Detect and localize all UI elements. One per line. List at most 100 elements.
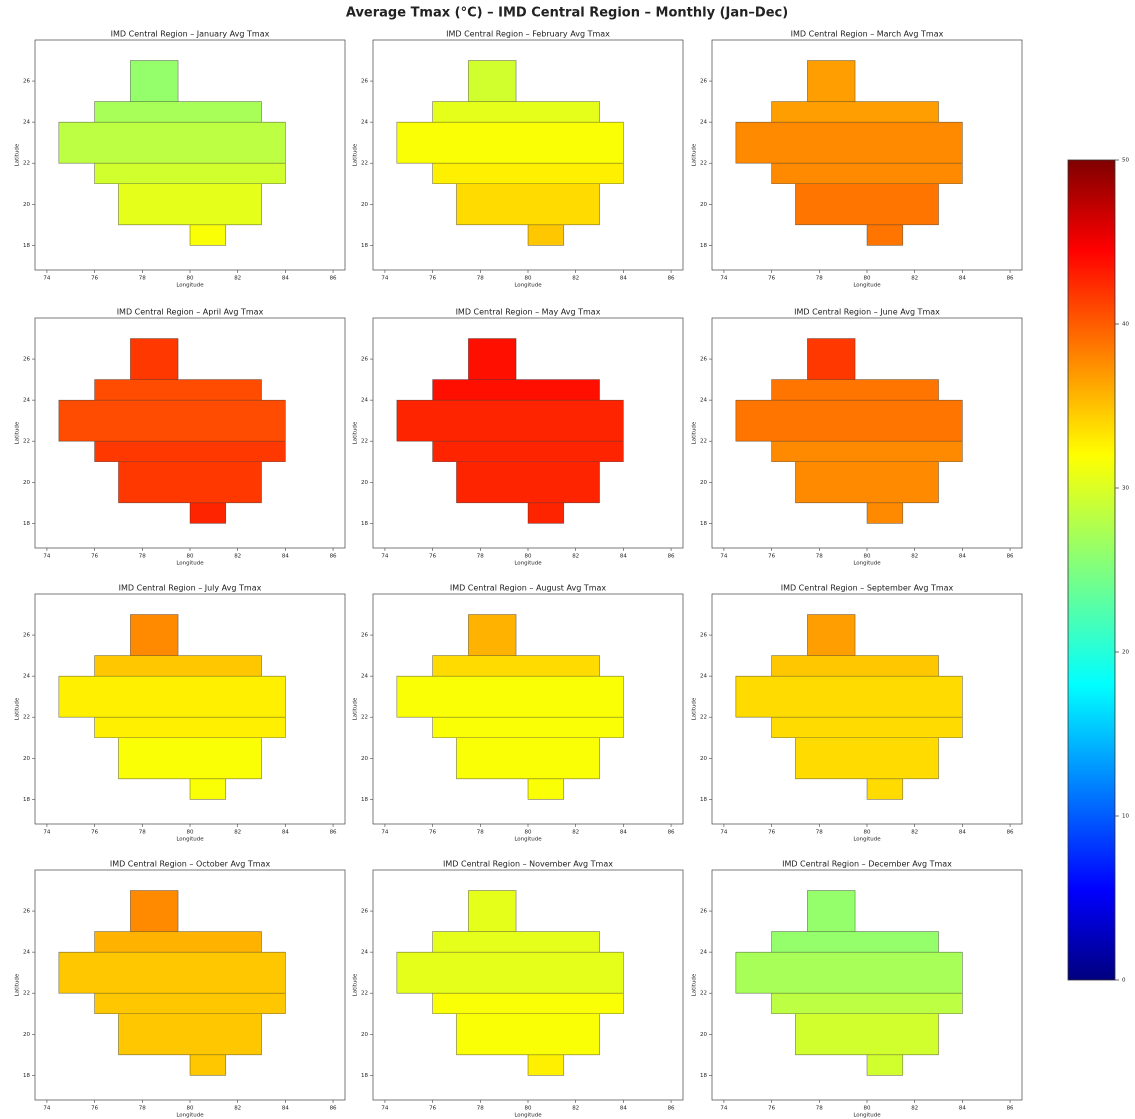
x-tick-label: 82: [572, 830, 579, 836]
x-tick-label: 76: [91, 554, 98, 560]
region-outline: [396, 338, 624, 524]
x-tick-label: 78: [477, 276, 484, 282]
grid-cell: [190, 778, 226, 800]
y-tick-label: 18: [23, 243, 30, 249]
y-tick-label: 18: [361, 243, 368, 249]
region-outline: [735, 614, 963, 800]
x-axis-label: Longitude: [514, 283, 542, 289]
grid-cell: [432, 655, 600, 677]
grid-cell: [94, 379, 262, 401]
x-tick-label: 74: [381, 1106, 388, 1112]
x-tick-label: 76: [429, 276, 436, 282]
x-tick-label: 80: [864, 554, 871, 560]
x-axis-label: Longitude: [176, 837, 204, 843]
x-tick-label: 80: [187, 554, 194, 560]
x-tick-label: 86: [330, 830, 337, 836]
y-tick-label: 20: [23, 202, 30, 208]
x-tick-label: 84: [959, 554, 966, 560]
x-tick-label: 74: [381, 830, 388, 836]
x-tick-label: 76: [429, 1106, 436, 1112]
region-outline: [396, 614, 624, 800]
grid-cell: [795, 461, 939, 503]
x-tick-label: 80: [187, 1106, 194, 1112]
x-tick-label: 74: [43, 276, 50, 282]
x-tick-label: 82: [234, 830, 241, 836]
grid-cell: [94, 655, 262, 677]
y-tick-label: 18: [700, 243, 707, 249]
y-axis-label: Latitude: [353, 143, 359, 166]
y-tick-label: 18: [700, 797, 707, 803]
x-tick-label: 84: [282, 1106, 289, 1112]
y-tick-label: 22: [23, 161, 30, 167]
x-tick-label: 74: [43, 1106, 50, 1112]
grid-cell: [94, 101, 262, 123]
panel-title: IMD Central Region – May Avg Tmax: [456, 308, 601, 317]
grid-cell: [94, 993, 286, 1014]
grid-cell: [432, 379, 600, 401]
y-axis-label: Latitude: [353, 973, 359, 996]
y-tick-label: 22: [700, 991, 707, 997]
grid-cell: [771, 655, 939, 677]
grid-cell: [456, 737, 600, 779]
x-tick-label: 80: [864, 1106, 871, 1112]
colorbar-tick-label: 40: [1122, 322, 1129, 328]
grid-cell: [94, 931, 262, 953]
x-tick-label: 84: [620, 1106, 627, 1112]
grid-cell: [58, 952, 286, 994]
x-axis-label: Longitude: [853, 283, 881, 289]
x-axis-label: Longitude: [853, 561, 881, 567]
colorbar-tick-label: 0: [1122, 978, 1126, 984]
grid-cell: [118, 461, 262, 503]
y-tick-label: 24: [700, 398, 707, 404]
region-outline: [58, 614, 286, 800]
grid-cell: [130, 60, 179, 102]
x-tick-label: 74: [43, 830, 50, 836]
x-tick-label: 84: [620, 276, 627, 282]
grid-cell: [118, 1013, 262, 1055]
region-outline: [735, 60, 963, 246]
x-tick-label: 74: [43, 554, 50, 560]
y-tick-label: 26: [700, 79, 707, 85]
grid-cell: [771, 717, 963, 738]
region-outline: [735, 890, 963, 1076]
y-tick-label: 26: [361, 633, 368, 639]
x-tick-label: 80: [187, 830, 194, 836]
y-axis-label: Latitude: [15, 973, 21, 996]
y-tick-label: 24: [361, 674, 368, 680]
x-tick-label: 74: [720, 554, 727, 560]
grid-cell: [771, 441, 963, 462]
x-tick-label: 80: [525, 830, 532, 836]
y-tick-label: 22: [361, 991, 368, 997]
y-tick-label: 24: [700, 674, 707, 680]
grid-cell: [528, 778, 564, 800]
x-tick-label: 82: [234, 1106, 241, 1112]
colorbar-tick-label: 50: [1122, 158, 1129, 164]
grid-cell: [771, 163, 963, 184]
grid-cell: [432, 931, 600, 953]
x-tick-label: 76: [768, 1106, 775, 1112]
x-tick-label: 78: [816, 830, 823, 836]
grid-cell: [795, 737, 939, 779]
grid-cell: [432, 101, 600, 123]
panel-title: IMD Central Region – April Avg Tmax: [117, 308, 264, 317]
x-tick-label: 78: [139, 830, 146, 836]
panel-title: IMD Central Region – December Avg Tmax: [782, 860, 952, 869]
y-tick-label: 22: [23, 715, 30, 721]
grid-cell: [456, 461, 600, 503]
x-tick-label: 82: [234, 554, 241, 560]
y-tick-label: 26: [361, 909, 368, 915]
y-tick-label: 22: [700, 161, 707, 167]
grid-cell: [771, 993, 963, 1014]
panel-title: IMD Central Region – February Avg Tmax: [446, 30, 610, 39]
y-tick-label: 24: [23, 398, 30, 404]
grid-cell: [795, 1013, 939, 1055]
x-tick-label: 86: [668, 554, 675, 560]
y-tick-label: 22: [700, 715, 707, 721]
region-outline: [58, 60, 286, 246]
x-tick-label: 80: [864, 830, 871, 836]
y-tick-label: 18: [23, 521, 30, 527]
y-axis-label: Latitude: [692, 143, 698, 166]
x-tick-label: 86: [1007, 276, 1014, 282]
panel-title: IMD Central Region – June Avg Tmax: [794, 308, 940, 317]
